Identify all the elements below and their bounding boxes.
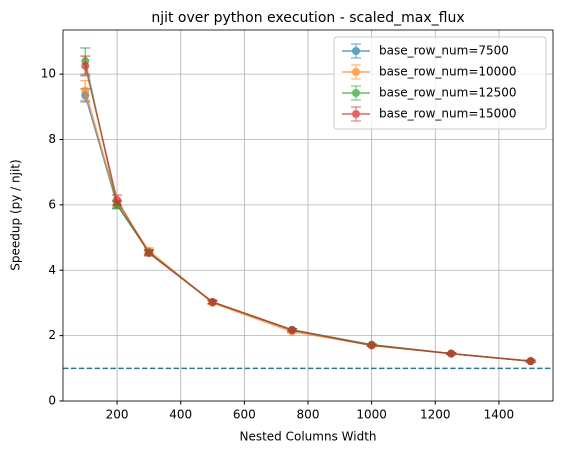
x-tick-label: 200	[106, 408, 129, 422]
legend-label: base_row_num=12500	[379, 86, 517, 100]
legend-marker	[342, 64, 370, 80]
series-line	[84, 65, 531, 362]
legend-point	[352, 89, 360, 97]
point	[208, 297, 217, 306]
x-tick-label: 800	[297, 408, 320, 422]
x-tick-label: 400	[169, 408, 192, 422]
legend-label: base_row_num=15000	[379, 107, 517, 121]
point	[288, 326, 297, 335]
point	[367, 341, 376, 350]
plot-frame	[62, 29, 554, 402]
point	[113, 195, 122, 204]
series	[80, 55, 536, 366]
y-tick-label: 0	[48, 394, 56, 408]
legend-label: base_row_num=10000	[379, 65, 517, 79]
point	[81, 86, 90, 95]
legend-marker	[342, 106, 370, 122]
point	[447, 349, 456, 358]
point	[526, 357, 535, 366]
y-tick-label: 6	[48, 197, 56, 211]
y-axis-label: Speedup (py / njit)	[9, 159, 23, 270]
legend-marker	[342, 43, 370, 59]
legend-point	[352, 47, 360, 55]
x-axis-label: Nested Columns Width	[239, 430, 376, 444]
x-tick-label: 1200	[420, 408, 451, 422]
chart-title: njit over python execution - scaled_max_…	[151, 10, 464, 26]
x-tick-label: 600	[233, 408, 256, 422]
y-tick-label: 10	[41, 67, 56, 81]
x-tick-label: 1400	[484, 408, 515, 422]
x-tick-label: 1000	[356, 408, 387, 422]
legend-box	[333, 36, 547, 130]
y-tick-label: 2	[48, 328, 56, 342]
point	[144, 249, 153, 258]
legend-marker	[342, 85, 370, 101]
legend-label: base_row_num=7500	[379, 44, 509, 58]
y-tick-label: 8	[48, 132, 56, 146]
y-tick-label: 4	[48, 263, 56, 277]
point	[81, 61, 90, 70]
legend-point	[352, 68, 360, 76]
legend-point	[352, 110, 360, 118]
